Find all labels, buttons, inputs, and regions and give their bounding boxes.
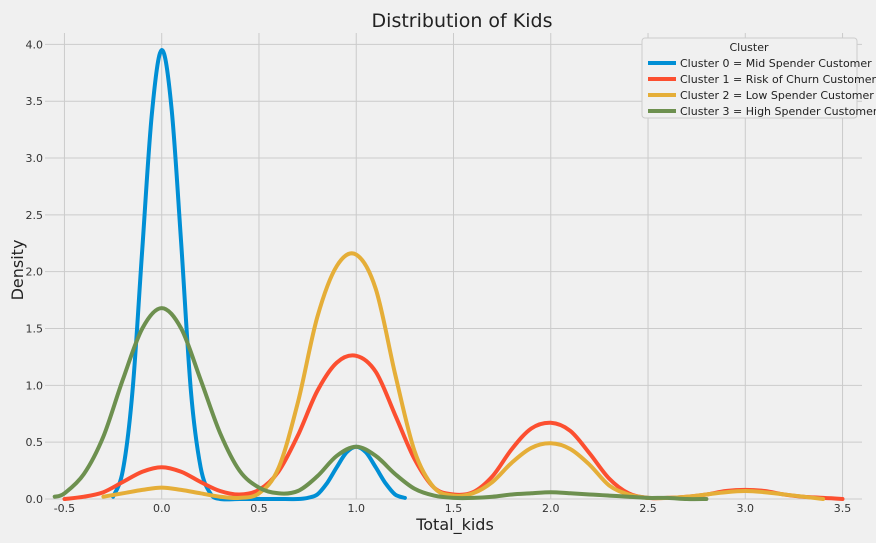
legend-label-cluster-0: Cluster 0 = Mid Spender Customer xyxy=(680,57,872,70)
y-tick-label: 1.5 xyxy=(26,323,44,336)
y-tick-label: 0.0 xyxy=(26,493,44,506)
x-axis-title: Total_kids xyxy=(415,515,494,535)
legend: Cluster Cluster 0 = Mid Spender Customer… xyxy=(641,37,876,119)
x-tick-label: 2.5 xyxy=(639,502,657,515)
x-tick-label: 0.0 xyxy=(153,502,171,515)
legend-label-cluster-2: Cluster 2 = Low Spender Customer xyxy=(680,89,874,102)
y-tick-label: 4.0 xyxy=(26,38,44,51)
chart-title: Distribution of Kids xyxy=(372,10,553,32)
y-tick-label: 1.0 xyxy=(26,379,44,392)
x-tick-label: 2.0 xyxy=(542,502,560,515)
x-tick-label: -0.5 xyxy=(54,502,75,515)
y-tick-label: 2.5 xyxy=(26,209,44,222)
y-axis-title: Density xyxy=(8,240,27,301)
legend-label-cluster-3: Cluster 3 = High Spender Customer xyxy=(680,105,876,118)
x-tick-label: 1.5 xyxy=(445,502,463,515)
y-tick-label: 3.0 xyxy=(26,152,44,165)
y-tick-label: 2.0 xyxy=(26,266,44,279)
x-tick-label: 1.0 xyxy=(347,502,365,515)
series-line-cluster-2 xyxy=(101,251,826,501)
x-tick-label: 3.0 xyxy=(737,502,755,515)
legend-title: Cluster xyxy=(729,41,769,54)
series-lines xyxy=(52,47,845,502)
y-tick-label: 0.5 xyxy=(26,436,44,449)
x-tick-label: 0.5 xyxy=(250,502,268,515)
legend-items: Cluster 0 = Mid Spender Customer Cluster … xyxy=(648,57,876,118)
x-tick-label: 3.5 xyxy=(834,502,852,515)
legend-box xyxy=(641,37,858,119)
y-tick-label: 3.5 xyxy=(26,95,44,108)
axis-ticks: -0.5 0.0 0.5 1.0 1.5 2.0 2.5 3.0 3.5 0.0 0.5 1.0 1.5… xyxy=(26,38,852,515)
series-line-cluster-3 xyxy=(52,306,709,502)
legend-label-cluster-1: Cluster 1 = Risk of Churn Customer xyxy=(680,73,876,86)
